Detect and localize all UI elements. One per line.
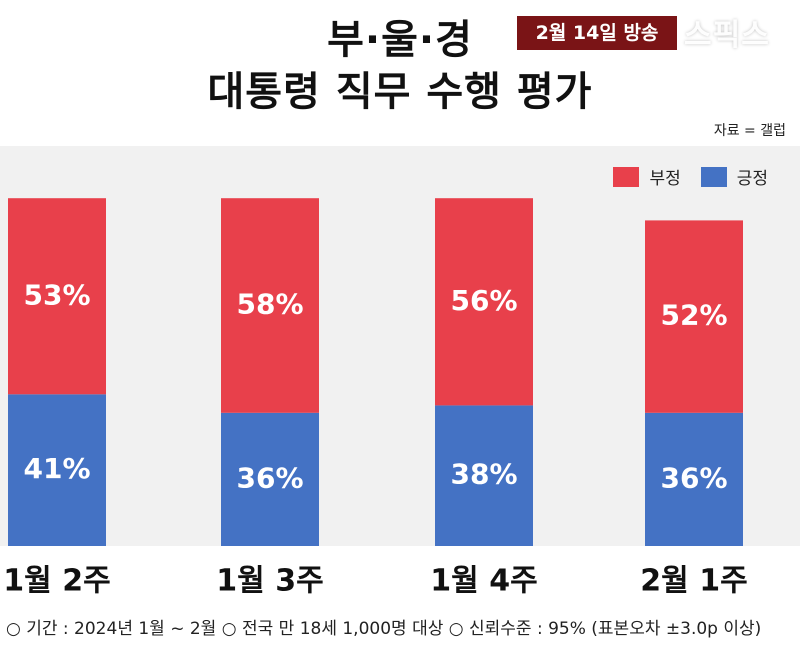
legend-item-negative: 부정 [613,164,681,189]
bar-positive-3 [435,405,533,546]
title-line-1: 부·울·경 [327,17,473,63]
bar-negative-1 [8,198,106,395]
legend-swatch-positive [700,166,727,187]
legend: 부정 긍정 [601,164,768,189]
bar-positive-2 [221,412,319,546]
data-label-positive-1: 41% [23,452,90,485]
data-label-negative-2: 58% [236,288,303,321]
bar-positive-4 [645,412,743,546]
source-note: 자료 = 갤럽 [713,123,786,139]
data-label-positive-2: 36% [236,461,303,494]
bar-negative-3 [435,198,533,406]
legend-label-positive: 긍정 [736,169,768,189]
legend-swatch-negative [613,166,640,187]
stacked-bar-chart: 41% 53% 1월 2주 36% 58% 1월 3주 38% 56% 1월 4주 36% 52% 2… [3,198,748,599]
category-label-3: 1월 4주 [430,564,537,599]
channel-watermark: 스픽스 [684,18,770,53]
category-label-4: 2월 1주 [640,564,747,599]
data-label-negative-1: 53% [23,278,90,311]
data-label-positive-4: 36% [660,461,727,494]
category-label-1: 1월 2주 [3,564,110,599]
bar-positive-1 [8,394,106,546]
data-label-negative-3: 56% [450,284,517,317]
category-label-2: 1월 3주 [216,564,323,599]
legend-item-positive: 긍정 [700,164,768,189]
bar-negative-4 [645,220,743,413]
title-line-2: 대통령 직무 수행 평가 [207,69,593,115]
data-label-positive-3: 38% [450,458,517,491]
survey-footnote: ○ 기간 : 2024년 1월 ~ 2월 ○ 전국 만 18세 1,000명 대… [6,619,762,639]
legend-label-negative: 부정 [649,169,681,189]
broadcast-date-badge: 2월 14일 방송 [517,16,677,50]
bar-negative-2 [221,198,319,413]
data-label-negative-4: 52% [660,299,727,332]
chart-title: 부·울·경 대통령 직무 수행 평가 [0,14,800,118]
